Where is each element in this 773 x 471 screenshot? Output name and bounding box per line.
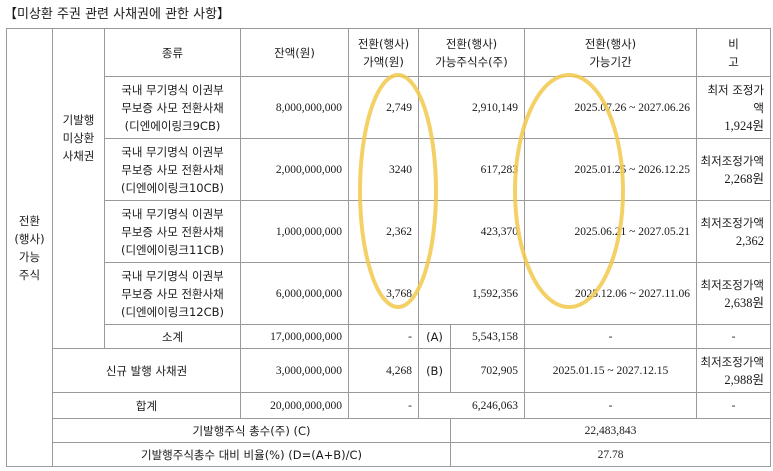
bond-balance: 2,000,000,000 [240,138,349,201]
bond-note: 최저조정가액 2,268원 [696,138,771,201]
col-header-type: 종류 [104,28,241,77]
bond-balance: 6,000,000,000 [240,262,349,325]
bond-price: 2,362 [348,200,419,263]
bond-note: 최저조정가액 2,638원 [696,262,771,325]
bond-balance: 1,000,000,000 [240,200,349,263]
bond-name: 국내 무기명식 이권부 무보증 사모 전환사채 (디엔에이링크9CB) [104,76,241,139]
bond-table: 전환 (행사) 가능 주식 기발행 미상환 사채권 종류 잔액(원) 전환(행사) 가액(원… [6,28,771,467]
subtotal-period: - [524,324,697,349]
bond-row-11cb: 국내 무기명식 이권부 무보증 사모 전환사채 (디엔에이링크11CB) 1,000… [7,200,771,263]
new-issue-balance: 3,000,000,000 [240,348,349,393]
bond-shares: 617,283 [418,138,525,201]
bond-price: 3240 [348,138,419,201]
bond-period: 2025.07.26 ~ 2027.06.26 [524,76,697,139]
new-issue-period: 2025.01.15 ~ 2027.12.15 [524,348,697,393]
bond-name: 국내 무기명식 이권부 무보증 사모 전환사채 (디엔에이링크12CB) [104,262,241,325]
total-shares: 6,246,063 [418,392,525,419]
bond-shares: 1,592,356 [418,262,525,325]
total-balance: 20,000,000,000 [240,392,349,419]
bond-row-9cb: 국내 무기명식 이권부 무보증 사모 전환사채 (디엔에이링크9CB) 8,000,… [7,76,771,139]
new-issue-shares: 702,905 [450,348,525,393]
bond-period: 2025.06.21 ~ 2027.05.21 [524,200,697,263]
ratio-label: 기발행주식총수 대비 비율(%) (D=(A+B)/C) [52,442,451,467]
subtotal-label: 소계 [104,324,241,349]
subtotal-price: - [348,324,419,349]
bond-price: 3,768 [348,262,419,325]
bond-period: 2025.01.25 ~ 2026.12.25 [524,138,697,201]
group-label-unredeemed: 기발행 미상환 사채권 [52,28,105,349]
col-header-conv-price: 전환(행사) 가액(원) [348,28,419,77]
col-header-conv-shares: 전환(행사) 가능주식수(주) [418,28,525,77]
section-title: 【미상환 주권 관련 사채권에 관한 사항】 [4,7,231,22]
total-row: 합계 20,000,000,000 - 6,246,063 - - [7,392,771,419]
bond-price: 2,749 [348,76,419,139]
subtotal-mark: (A) [418,324,451,349]
subtotal-balance: 17,000,000,000 [240,324,349,349]
bond-row-10cb: 국내 무기명식 이권부 무보증 사모 전환사채 (디엔에이링크10CB) 2,000… [7,138,771,201]
new-issue-price: 4,268 [348,348,419,393]
issued-total-label: 기발행주식 총수(주) (C) [52,418,451,443]
header-row: 전환 (행사) 가능 주식 기발행 미상환 사채권 종류 잔액(원) 전환(행사) 가액(원… [6,28,771,467]
issued-total-row: 기발행주식 총수(주) (C) 22,483,843 [7,418,771,443]
subtotal-row: 소계 17,000,000,000 - (A) 5,543,158 - - [7,324,771,349]
new-issue-mark: (B) [418,348,451,393]
total-period: - [524,392,697,419]
bond-shares: 423,370 [418,200,525,263]
new-issue-note: 최저조정가액 2,988원 [696,348,771,393]
ratio-value: 27.78 [450,442,771,467]
subtotal-note: - [696,324,771,349]
ratio-row: 기발행주식총수 대비 비율(%) (D=(A+B)/C) 27.78 [7,442,771,467]
col-header-balance: 잔액(원) [240,28,349,77]
bond-note: 최저 조정가액 1,924원 [696,76,771,139]
bond-note: 최저조정가액 2,362 [696,200,771,263]
col-header-conv-period: 전환(행사) 가능기간 [524,28,697,77]
total-note: - [696,392,771,419]
new-issue-label: 신규 발행 사채권 [52,348,241,393]
total-price: - [348,392,419,419]
issued-total-value: 22,483,843 [450,418,771,443]
bond-row-12cb: 국내 무기명식 이권부 무보증 사모 전환사채 (디엔에이링크12CB) 6,000… [7,262,771,325]
total-label: 합계 [52,392,241,419]
bond-period: 2025.12.06 ~ 2027.11.06 [524,262,697,325]
bond-name: 국내 무기명식 이권부 무보증 사모 전환사채 (디엔에이링크11CB) [104,200,241,263]
subtotal-shares: 5,543,158 [450,324,525,349]
bond-shares: 2,910,149 [418,76,525,139]
bond-balance: 8,000,000,000 [240,76,349,139]
bond-name: 국내 무기명식 이권부 무보증 사모 전환사채 (디엔에이링크10CB) [104,138,241,201]
new-issue-row: 신규 발행 사채권 3,000,000,000 4,268 (B) 702,90… [7,348,771,393]
group-label-convertible: 전환 (행사) 가능 주식 [6,28,53,467]
